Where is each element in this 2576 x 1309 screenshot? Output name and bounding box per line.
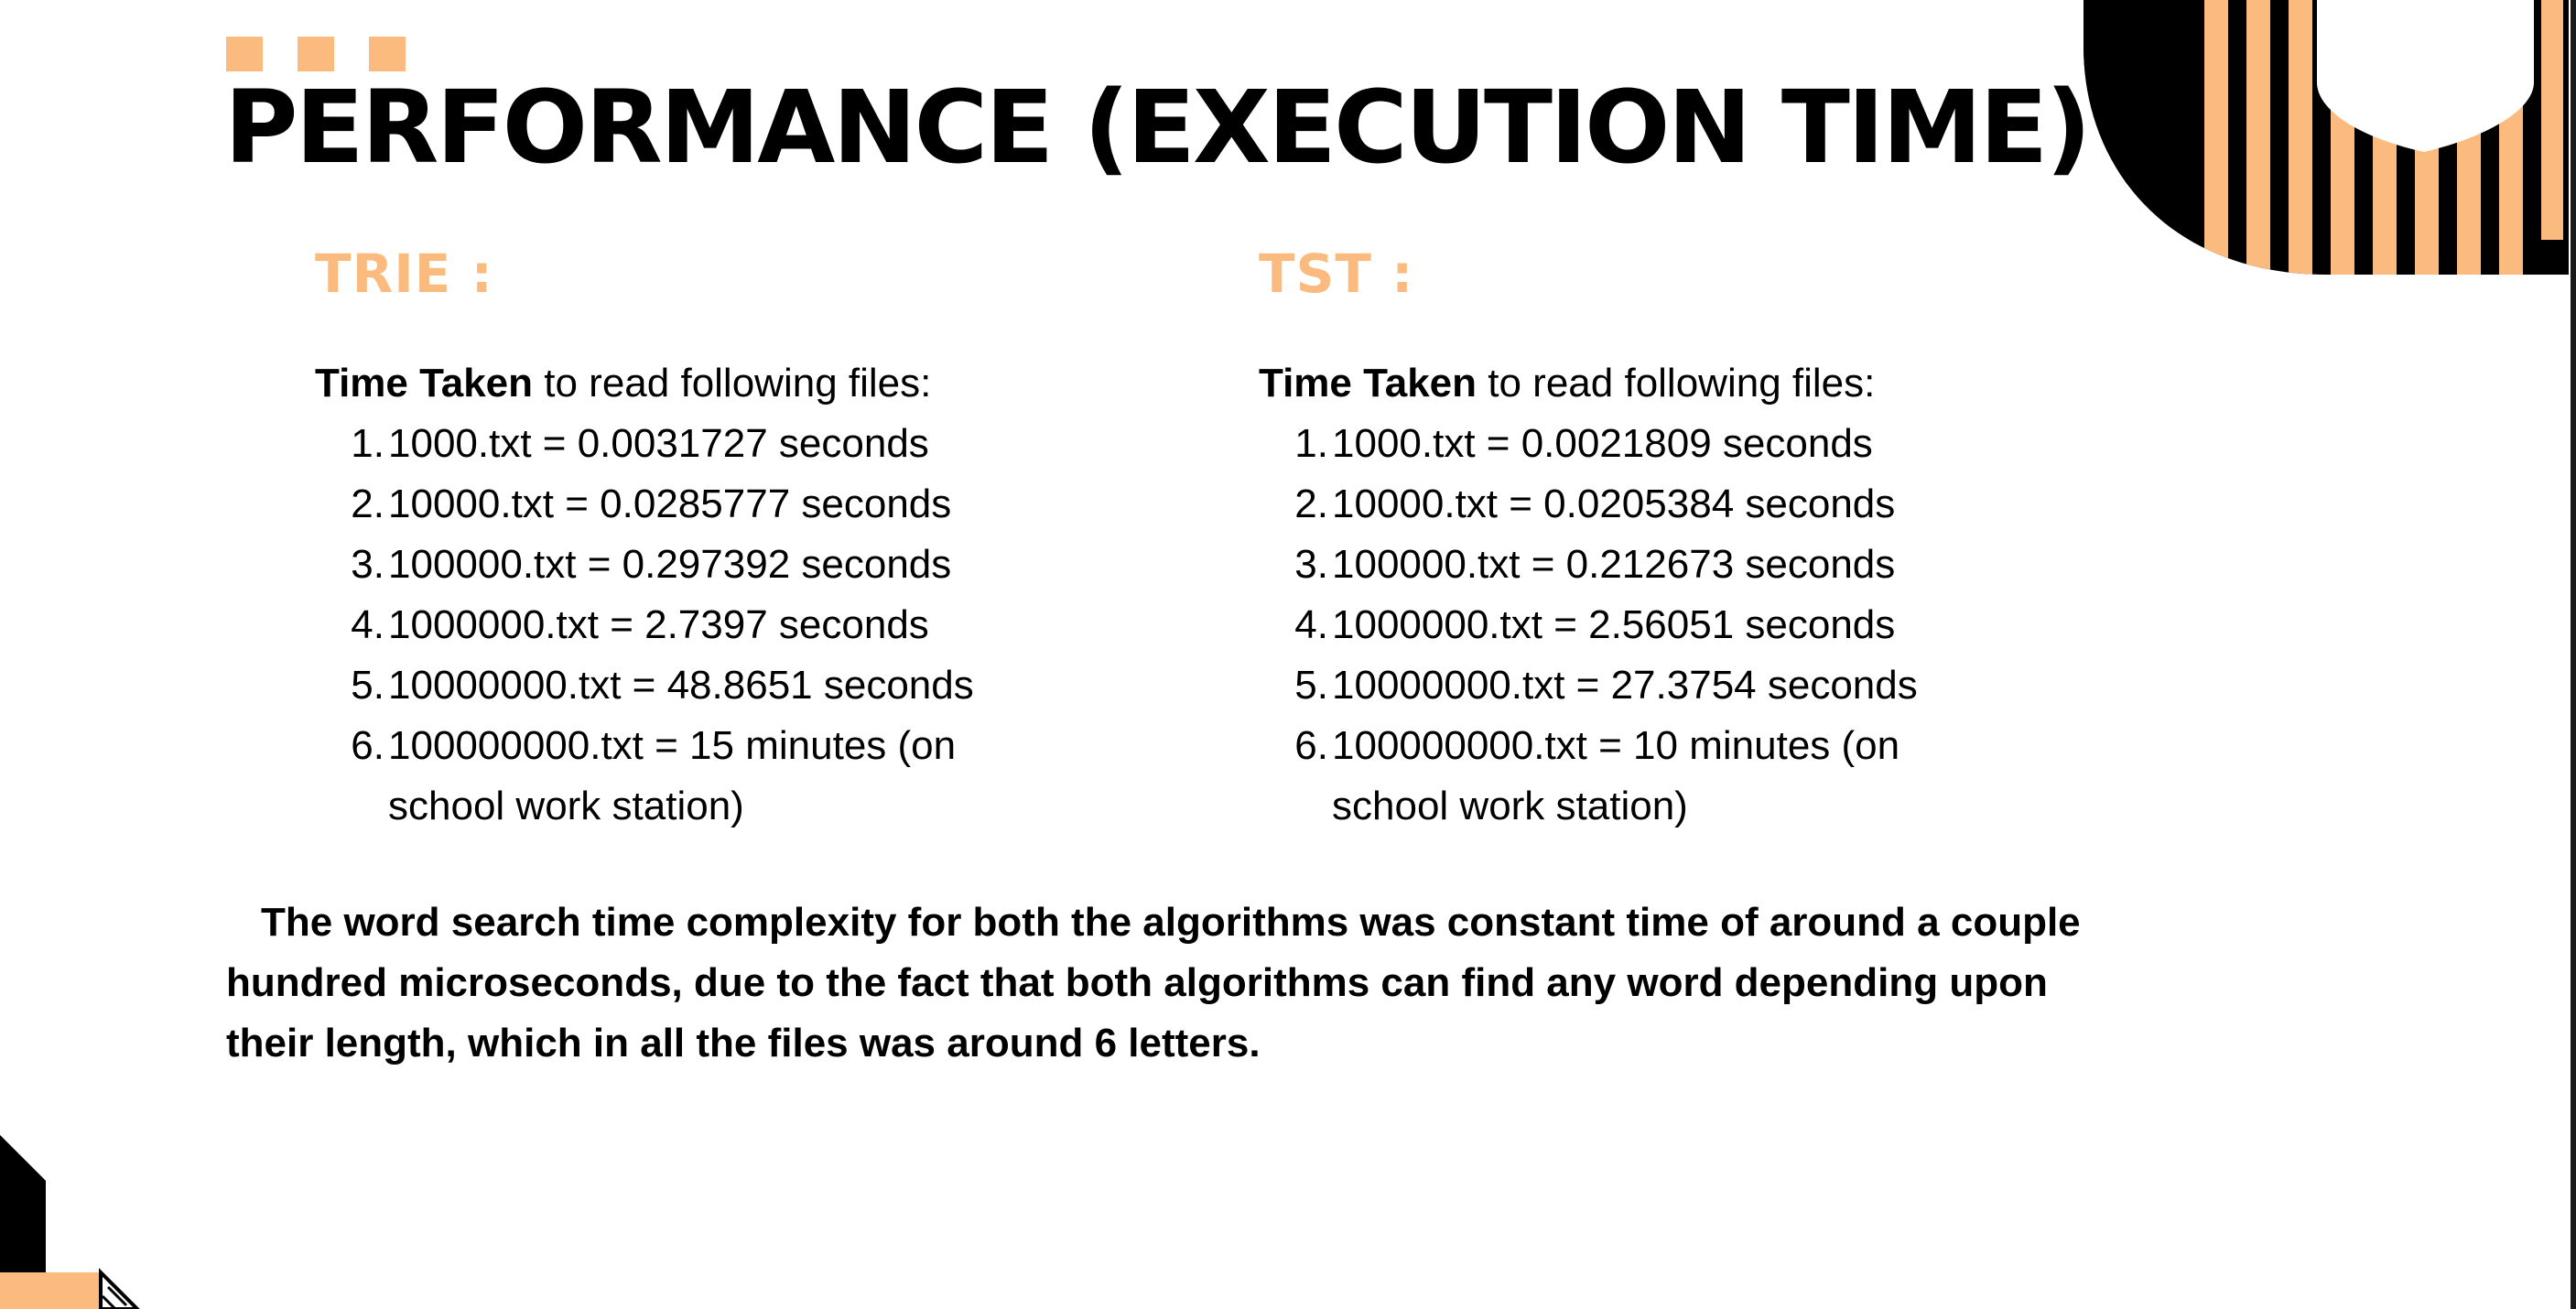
list-number: 6.: [1294, 722, 1328, 768]
list-item: 5. 10000000.txt = 48.8651 seconds: [351, 655, 974, 716]
tst-intro: Time Taken to read following files:: [1259, 353, 2083, 414]
list-item: 2. 10000.txt = 0.0285777 seconds: [351, 474, 974, 535]
list-item-text: 100000000.txt = 10 minutes (on school wo…: [1332, 722, 1900, 828]
list-item-text: 100000.txt = 0.297392 seconds: [388, 541, 952, 587]
list-item: 3. 100000.txt = 0.212673 seconds: [1294, 535, 1918, 595]
tst-heading: TST :: [1259, 243, 1414, 305]
list-number: 3.: [1294, 541, 1328, 587]
trie-results-list: 1. 1000.txt = 0.0031727 seconds 2. 10000.t…: [315, 414, 1139, 837]
square-shape-1: [226, 37, 263, 71]
trie-heading: TRIE :: [315, 243, 493, 305]
square-shape-3: [369, 37, 406, 71]
list-item-text: 10000.txt = 0.0285777 seconds: [388, 481, 952, 526]
slide-title: PERFORMANCE (EXECUTION TIME): [224, 69, 2092, 186]
trie-intro: Time Taken to read following files:: [315, 353, 1139, 414]
list-number: 1.: [1294, 420, 1328, 466]
tst-intro-rest: to read following files:: [1477, 360, 1876, 406]
trie-intro-rest: to read following files:: [533, 360, 932, 406]
list-item-text: 10000000.txt = 27.3754 seconds: [1332, 662, 1918, 708]
list-number: 6.: [351, 722, 384, 768]
list-item-text: 1000.txt = 0.0031727 seconds: [388, 420, 929, 466]
list-number: 2.: [351, 481, 384, 526]
list-item: 5. 10000000.txt = 27.3754 seconds: [1294, 655, 1918, 716]
list-item-text: 10000.txt = 0.0205384 seconds: [1332, 481, 1896, 526]
list-item-text: 10000000.txt = 48.8651 seconds: [388, 662, 974, 708]
tst-results-list: 1. 1000.txt = 0.0021809 seconds 2. 10000.t…: [1259, 414, 2083, 837]
list-item-text: 100000.txt = 0.212673 seconds: [1332, 541, 1896, 587]
list-item-text: 100000000.txt = 15 minutes (on school wo…: [388, 722, 957, 828]
decorative-squares: [226, 37, 406, 71]
list-number: 5.: [1294, 662, 1328, 708]
list-item: 6. 100000000.txt = 10 minutes (on school …: [1294, 716, 1918, 837]
list-item-text: 1000000.txt = 2.56051 seconds: [1332, 601, 1896, 647]
list-number: 2.: [1294, 481, 1328, 526]
trie-column: TRIE : Time Taken to read following file…: [315, 243, 1139, 837]
list-number: 3.: [351, 541, 384, 587]
tst-intro-bold: Time Taken: [1259, 360, 1477, 406]
list-item: 6. 100000000.txt = 15 minutes (on school …: [351, 716, 974, 837]
list-item: 3. 100000.txt = 0.297392 seconds: [351, 535, 974, 595]
tst-column: TST : Time Taken to read following files…: [1259, 243, 2083, 837]
right-edge-bar: [2571, 0, 2576, 1309]
decorative-arch-shape: [2084, 0, 2569, 275]
list-item: 1. 1000.txt = 0.0031727 seconds: [351, 414, 974, 474]
decorative-step-shape: [0, 1135, 140, 1309]
list-item: 1. 1000.txt = 0.0021809 seconds: [1294, 414, 1918, 474]
list-item: 4. 1000000.txt = 2.56051 seconds: [1294, 595, 1918, 655]
list-item: 2. 10000.txt = 0.0205384 seconds: [1294, 474, 1918, 535]
square-shape-2: [298, 37, 334, 71]
list-number: 4.: [351, 601, 384, 647]
list-number: 4.: [1294, 601, 1328, 647]
list-item: 4. 1000000.txt = 2.7397 seconds: [351, 595, 974, 655]
list-item-text: 1000.txt = 0.0021809 seconds: [1332, 420, 1873, 466]
summary-paragraph: The word search time complexity for both…: [226, 900, 2081, 1066]
list-item-text: 1000000.txt = 2.7397 seconds: [388, 601, 929, 647]
list-number: 1.: [351, 420, 384, 466]
list-number: 5.: [351, 662, 384, 708]
trie-intro-bold: Time Taken: [315, 360, 534, 406]
